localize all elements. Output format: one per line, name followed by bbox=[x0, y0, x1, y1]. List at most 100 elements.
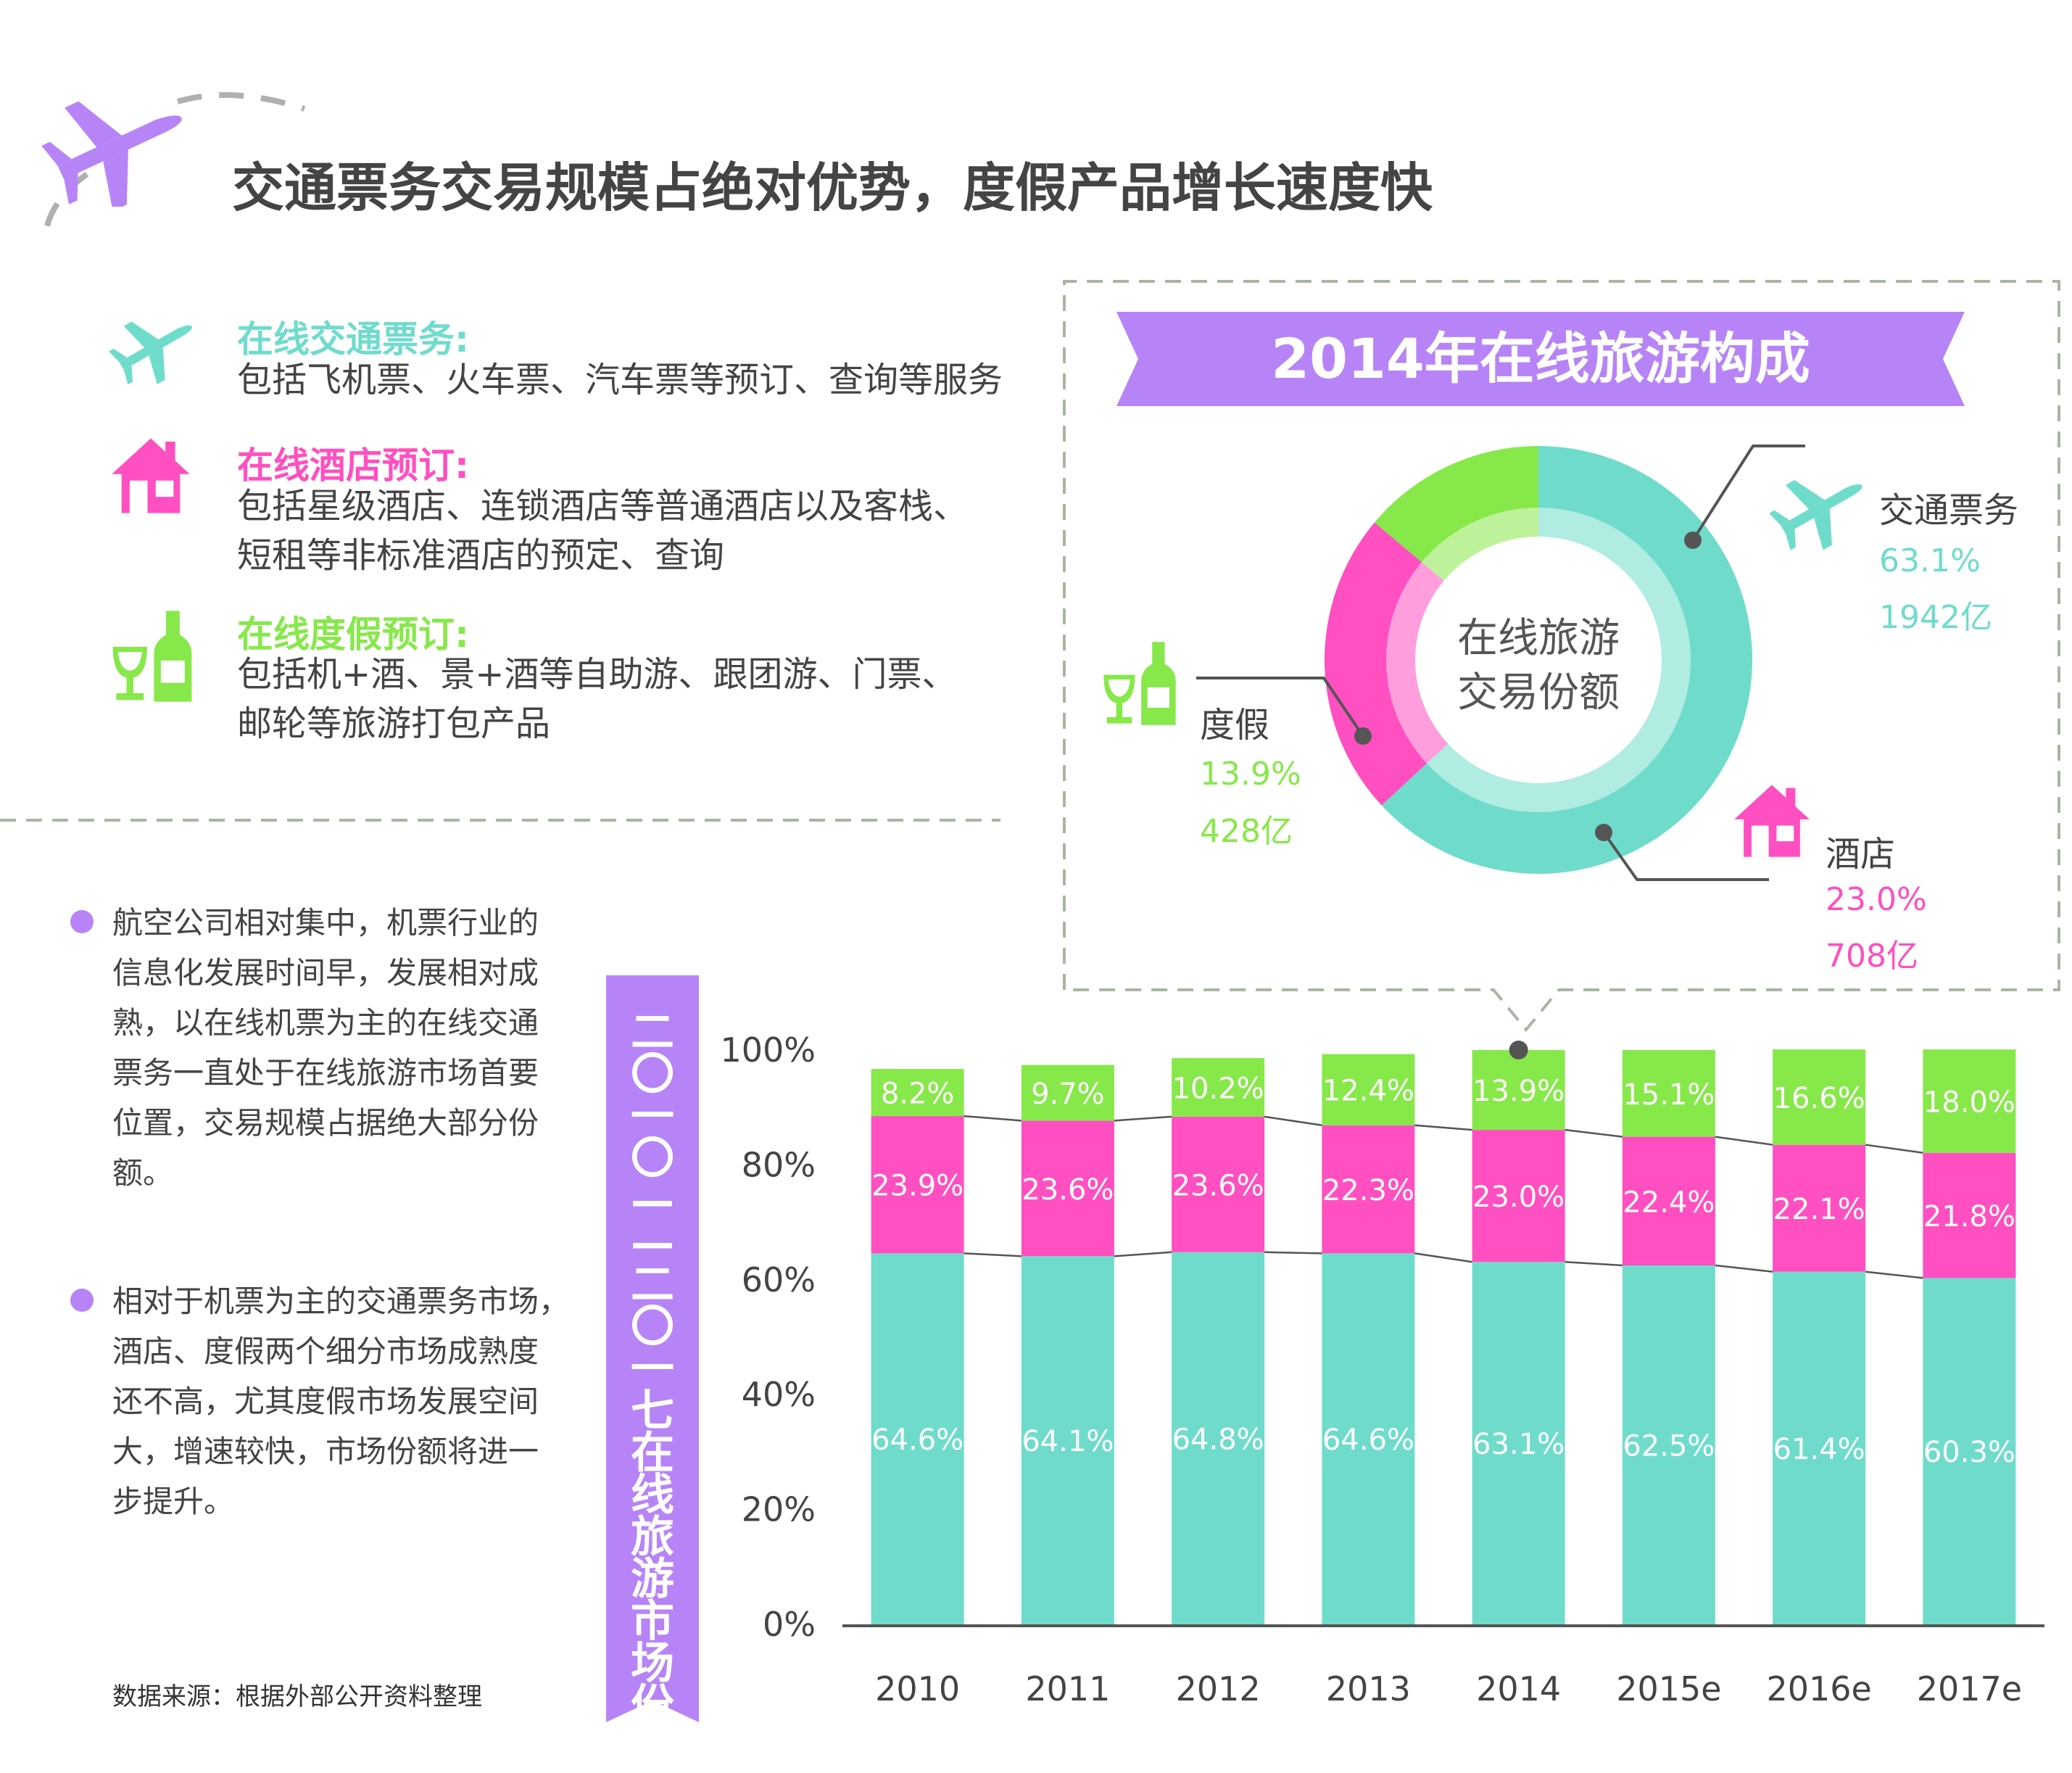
bar-transport bbox=[1322, 1253, 1415, 1624]
donut-title: 2014年在线旅游构成 bbox=[1271, 326, 1810, 391]
x-tick-label: 2013 bbox=[1326, 1669, 1411, 1708]
bar-value-label: 18.0% bbox=[1923, 1086, 2015, 1119]
bar-value-label: 23.0% bbox=[1472, 1181, 1565, 1214]
highlight-dot-2014 bbox=[1509, 1041, 1528, 1059]
bar-connector-line bbox=[1414, 1124, 1472, 1131]
bar-vacation bbox=[1322, 1054, 1415, 1125]
bar-vacation bbox=[871, 1069, 964, 1117]
bar-value-label: 22.1% bbox=[1773, 1193, 1865, 1226]
leader-dot-transport bbox=[1684, 532, 1702, 549]
vertical-banner-text: 二〇一〇 — — 二〇一七在线旅游市场份额 bbox=[606, 1007, 699, 1769]
bar-connector-line bbox=[1865, 1144, 1923, 1154]
vertical-banner-char: 二 bbox=[631, 1007, 674, 1058]
flight-path-top bbox=[176, 92, 306, 112]
bar-connector-line bbox=[1715, 1136, 1773, 1146]
bar-transport bbox=[1172, 1252, 1265, 1624]
bullet-dot bbox=[70, 910, 94, 933]
category-desc-vacation-line2: 邮轮等旅游打包产品 bbox=[237, 703, 551, 744]
bar-transport bbox=[1622, 1265, 1715, 1624]
note-1-line: 票务一直处于在线旅游市场首要 bbox=[112, 1055, 539, 1091]
donut-hole bbox=[1415, 537, 1662, 783]
vertical-banner-char: 场 bbox=[631, 1638, 674, 1689]
bullet-dot bbox=[70, 1289, 94, 1312]
y-tick-label: 80% bbox=[742, 1145, 816, 1184]
slice-label-vacation: 度假 bbox=[1200, 705, 1270, 745]
bar-hotel bbox=[1622, 1136, 1715, 1265]
bar-value-label: 64.1% bbox=[1022, 1425, 1114, 1458]
vertical-banner-char: 〇 bbox=[631, 1049, 674, 1100]
bar-value-label: 16.6% bbox=[1773, 1082, 1865, 1115]
slice-amount-hotel: 708亿 bbox=[1826, 938, 1918, 975]
donut-center-line2: 交易份额 bbox=[1457, 669, 1620, 716]
note-1-line: 位置，交易规模占据绝大部分份 bbox=[112, 1105, 539, 1141]
note-2-line: 步提升。 bbox=[112, 1484, 235, 1519]
vertical-banner-char: 七 bbox=[631, 1386, 674, 1437]
x-tick-label: 2014 bbox=[1476, 1669, 1561, 1708]
airplane-icon bbox=[109, 321, 192, 385]
y-tick-label: 60% bbox=[742, 1260, 816, 1299]
bar-value-label: 64.6% bbox=[871, 1423, 964, 1457]
bar-connector-line bbox=[1264, 1251, 1322, 1255]
bar-transport bbox=[1773, 1271, 1866, 1624]
bar-value-label: 62.5% bbox=[1623, 1430, 1715, 1463]
vertical-banner-char: 〇 bbox=[631, 1302, 674, 1352]
x-tick-label: 2012 bbox=[1176, 1669, 1261, 1708]
slice-amount-vacation: 428亿 bbox=[1200, 813, 1293, 850]
vertical-banner-char: 旅 bbox=[631, 1512, 674, 1563]
y-tick-label: 20% bbox=[742, 1490, 816, 1529]
bar-connector-line bbox=[1114, 1115, 1172, 1122]
bar-vacation bbox=[1773, 1049, 1866, 1145]
slice-label-transport: 交通票务 bbox=[1879, 490, 2019, 531]
category-desc-hotel-line1: 包括星级酒店、连锁酒店等普通酒店以及客栈、 bbox=[237, 486, 969, 526]
bar-value-label: 8.2% bbox=[881, 1078, 955, 1111]
bar-connector-line bbox=[1565, 1128, 1623, 1138]
bar-connector-line bbox=[964, 1252, 1022, 1257]
note-2-line: 酒店、度假两个细分市场成熟度 bbox=[112, 1334, 539, 1369]
bar-transport bbox=[1923, 1278, 2016, 1624]
bar-hotel bbox=[1773, 1144, 1866, 1272]
bar-hotel bbox=[1472, 1130, 1565, 1262]
bar-connector-line bbox=[1264, 1115, 1322, 1126]
vertical-banner-char: 市 bbox=[631, 1596, 674, 1647]
bar-value-label: 23.6% bbox=[1022, 1173, 1114, 1207]
donut-dashed-frame bbox=[1063, 280, 2060, 1033]
slice-percent-hotel: 23.0% bbox=[1826, 881, 1927, 918]
vertical-banner-char: 在 bbox=[631, 1428, 674, 1479]
bar-value-label: 23.9% bbox=[871, 1170, 964, 1203]
category-title-transport: 在线交通票务: bbox=[237, 318, 469, 360]
leader-line-transport bbox=[1691, 445, 1805, 542]
vertical-banner-char: 〇 bbox=[631, 1133, 674, 1184]
leader-dot-vacation bbox=[1354, 727, 1372, 745]
bar-value-label: 22.4% bbox=[1623, 1186, 1715, 1219]
bar-value-label: 22.3% bbox=[1322, 1174, 1414, 1207]
note-2-line: 相对于机票为主的交通票务市场， bbox=[112, 1284, 570, 1319]
bar-hotel bbox=[1021, 1120, 1114, 1257]
airplane-icon bbox=[41, 101, 182, 207]
bar-value-label: 12.4% bbox=[1322, 1075, 1414, 1108]
bar-connector-line bbox=[1114, 1251, 1172, 1257]
data-source: 数据来源：根据外部公开资料整理 bbox=[112, 1682, 482, 1711]
leader-dot-hotel bbox=[1595, 824, 1612, 841]
bar-value-label: 13.9% bbox=[1472, 1075, 1565, 1108]
vertical-banner bbox=[606, 975, 699, 1722]
vertical-banner-char: 二 bbox=[631, 1260, 674, 1310]
page-title: 交通票务交易规模占绝对优势，度假产品增长速度快 bbox=[232, 157, 1433, 218]
bar-vacation bbox=[1172, 1058, 1265, 1117]
category-title-vacation: 在线度假预订: bbox=[237, 613, 469, 656]
vertical-banner-char: 一 bbox=[631, 1344, 674, 1394]
y-tick-label: 0% bbox=[763, 1605, 816, 1644]
bar-vacation bbox=[1021, 1065, 1114, 1121]
category-desc-vacation-line1: 包括机+酒、景+酒等自助游、跟团游、门票、 bbox=[237, 654, 957, 695]
x-tick-label: 2017e bbox=[1917, 1669, 2022, 1708]
category-desc-transport: 包括飞机票、火车票、汽车票等预订、查询等服务 bbox=[237, 360, 1003, 400]
bar-value-label: 10.2% bbox=[1172, 1072, 1264, 1105]
bar-connector-line bbox=[1565, 1261, 1623, 1267]
x-tick-label: 2015e bbox=[1616, 1669, 1721, 1708]
slice-percent-vacation: 13.9% bbox=[1200, 756, 1301, 793]
leader-line-vacation bbox=[1196, 677, 1364, 737]
bar-vacation bbox=[1622, 1050, 1715, 1137]
bar-value-label: 64.6% bbox=[1322, 1423, 1414, 1457]
note-1: 航空公司相对集中，机票行业的 信息化发展时间早，发展相对成 熟，以在线机票为主的… bbox=[112, 898, 539, 1198]
